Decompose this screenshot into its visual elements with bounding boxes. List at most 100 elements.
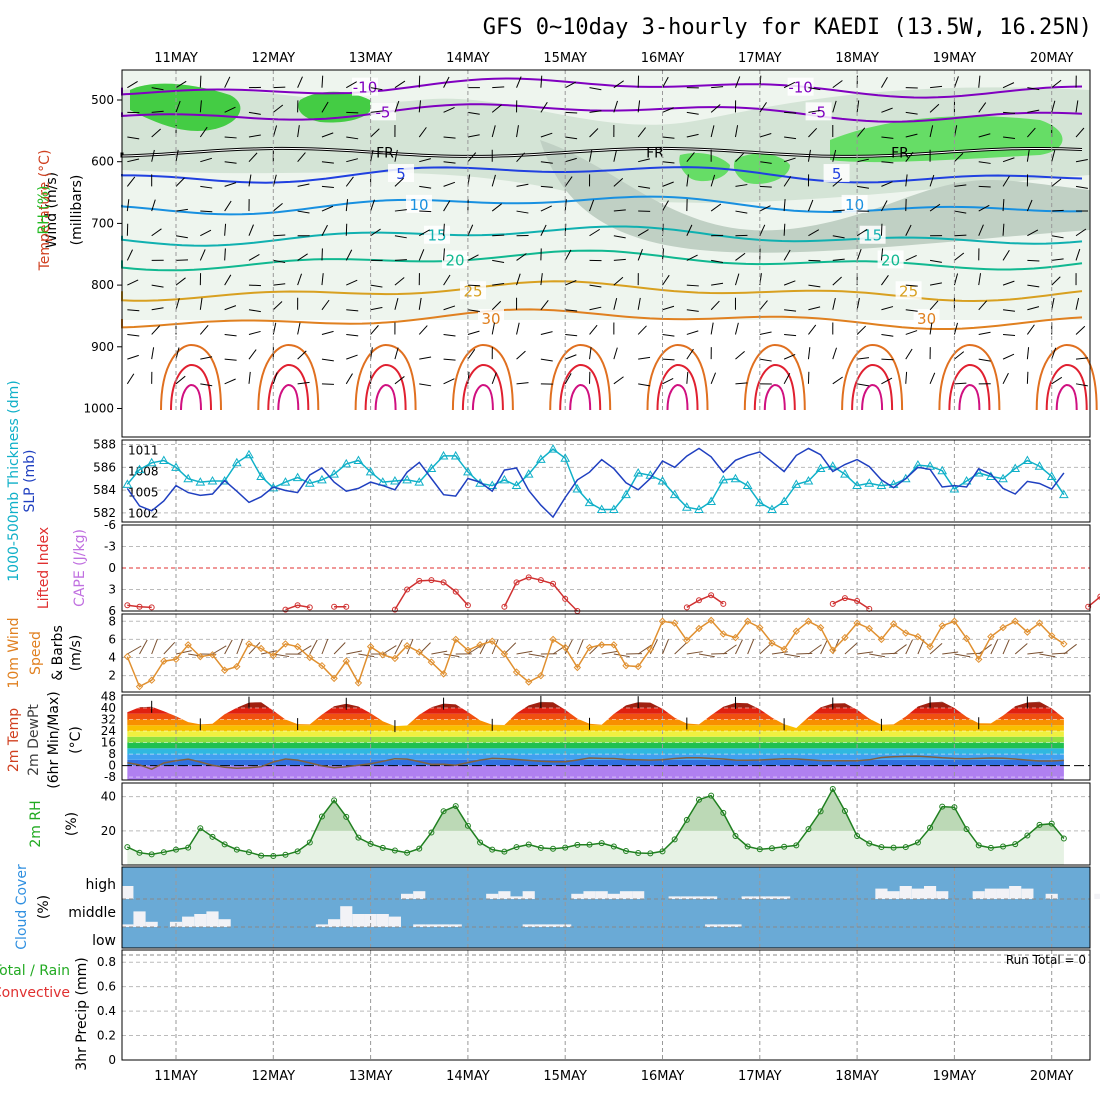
wind-barb — [346, 333, 359, 337]
freezing-label: FR — [376, 145, 394, 161]
wind-barb — [686, 133, 699, 138]
temp-contour-5 — [121, 166, 1083, 184]
wind10m-barb — [844, 642, 858, 655]
wind-barb — [759, 300, 768, 311]
rh2m-point — [708, 792, 715, 799]
date-label-top: 19MAY — [933, 51, 977, 66]
wind-barb — [662, 333, 675, 337]
upper-air-label-1: Temperature (°C) — [37, 150, 53, 272]
wind-barb — [199, 297, 203, 310]
rh2m-point — [379, 844, 386, 851]
wind-barb — [175, 375, 186, 385]
temp-contour-30 — [121, 308, 1083, 330]
temp-contour-label: 20 — [881, 251, 900, 269]
cloud-middle-bar — [133, 911, 146, 927]
wind-barb — [540, 205, 552, 212]
wind-barb — [1027, 127, 1036, 138]
wind-barb — [151, 284, 164, 288]
wind10m-speed-point — [975, 655, 983, 664]
wind-barb — [1075, 248, 1081, 261]
lifted-index-seg2-point — [513, 579, 520, 586]
wind-barb — [857, 383, 870, 387]
rh2m-point — [209, 833, 216, 840]
wind-barb — [321, 383, 334, 385]
wind-barb — [784, 309, 797, 312]
temp-contour-label: -5 — [811, 103, 826, 121]
wind10m-barb — [1014, 643, 1028, 655]
dewpoint-line — [127, 755, 1064, 771]
wind10m-barb — [808, 644, 822, 655]
wind10m-speed-point — [1023, 628, 1032, 636]
temp-contour-10 — [121, 195, 1083, 216]
wind-barb — [759, 358, 772, 362]
wind-barb — [540, 273, 543, 286]
wind10m-speed-point — [488, 637, 496, 645]
date-axis-top: 11MAY 12MAY 13MAY 14MAY 15MAY 16MAY 17MAY 18MAY… — [154, 51, 1073, 66]
wind-barb — [1026, 371, 1029, 384]
wind-barb — [686, 174, 689, 187]
wind-barb — [783, 199, 786, 212]
cloud-high-bar — [911, 888, 924, 899]
temp2m-band — [127, 742, 1064, 749]
wind-barb — [1002, 82, 1015, 89]
wind-barb — [516, 210, 529, 214]
temp2m-ytick-label: 24 — [101, 724, 116, 738]
wind10m-speed-point — [318, 661, 326, 670]
date-label-top: 13MAY — [349, 51, 393, 66]
rh2m-label-0: 2m RH — [28, 800, 44, 847]
wind-barb — [394, 177, 404, 187]
thickness-point — [365, 466, 376, 476]
wind10m-barb — [613, 653, 630, 658]
wind-barb — [832, 80, 843, 89]
wind-barb — [1051, 100, 1056, 113]
thickness-point — [876, 480, 887, 490]
lifted-index-seg3-line — [686, 594, 724, 609]
wind10m-barb — [394, 639, 403, 655]
temp-contour-label: 25 — [899, 282, 918, 300]
cloud-high-bar — [498, 891, 511, 899]
temp-contour-40 — [170, 363, 212, 411]
rh2m-point — [671, 836, 678, 843]
thickness-point — [1046, 471, 1057, 480]
wind-barb — [272, 372, 278, 384]
cloud-middle-bar — [315, 924, 329, 927]
date-label-top: 18MAY — [835, 51, 879, 66]
thickness-point — [231, 457, 242, 467]
lifted-index-seg2-point — [501, 603, 508, 610]
temp-contour-45 — [861, 383, 884, 411]
wind-barb — [1075, 158, 1088, 163]
wind-barb — [589, 87, 602, 91]
upper-air-label-3: (millibars) — [69, 175, 85, 246]
wind10m-barb — [443, 653, 460, 658]
wind-barb — [759, 331, 772, 335]
wind-barb — [273, 259, 286, 263]
cloud-middle-bar — [717, 924, 730, 927]
cloud-high-bar — [571, 893, 584, 899]
wind-barb — [540, 75, 543, 88]
wind-barb — [808, 109, 821, 113]
rh2m-point — [1000, 843, 1007, 850]
temp-contour-45 — [569, 383, 592, 411]
lifted-index-seg0-point — [282, 606, 289, 613]
cloud-high-bar — [778, 896, 791, 899]
wind-barb — [686, 371, 689, 384]
lifted-index-seg3-point — [720, 600, 727, 607]
wind10m-speed-point — [354, 679, 363, 687]
wind10m-speed-point — [476, 641, 484, 649]
cape-li-label-1: Lifted Index — [36, 527, 52, 609]
wind-barb — [443, 76, 450, 88]
wind10m-speed-point — [525, 678, 533, 686]
wind-barb — [540, 161, 553, 164]
temp2m-band — [127, 748, 1064, 755]
date-label-top: 15MAY — [543, 51, 587, 66]
wind-barb — [443, 274, 451, 286]
date-label-bottom: 20MAY — [1030, 1069, 1074, 1084]
wind-barb — [443, 161, 456, 164]
wind-barb — [224, 200, 232, 212]
wind-barb — [345, 176, 354, 187]
wind-barb — [321, 75, 324, 88]
wind10m-speed-point — [537, 671, 545, 680]
wind10m-barb — [601, 650, 618, 655]
wind-barb — [589, 284, 602, 288]
wind10m-frame — [121, 613, 1091, 693]
